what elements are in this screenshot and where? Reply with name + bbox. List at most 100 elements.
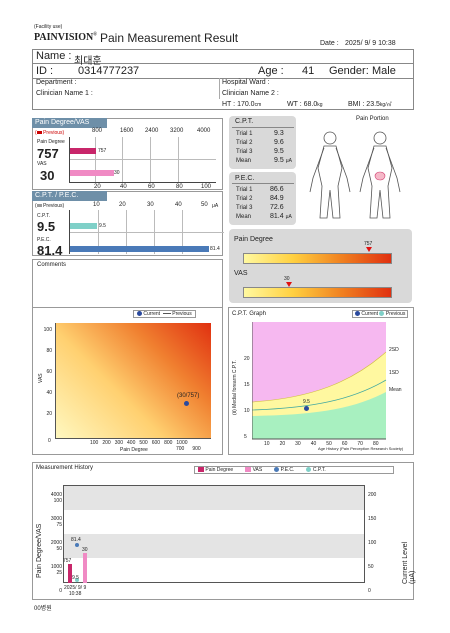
date-label: Date : — [320, 40, 339, 47]
date-value: 2025/ 9/ 9 10:38 — [345, 40, 396, 47]
tick: 100 — [201, 184, 212, 190]
cpt-pec-plot — [69, 210, 224, 254]
pd-scale-bar — [243, 253, 392, 264]
history-date: 2025/ 9/ 9 10:38 — [64, 585, 87, 597]
clinician2-label: Clinician Name 2 : — [222, 90, 279, 97]
history-pd-bar — [68, 564, 72, 583]
cpt-pec-title: C.P.T. / P.E.C. — [32, 191, 107, 201]
tick: 0 — [48, 438, 51, 444]
history-left-axis-label: Pain Degree/VAS — [36, 523, 43, 578]
weight: WT : 68.0kg — [287, 101, 323, 108]
tick: 3200 — [170, 128, 184, 134]
pd-value: 757 — [37, 146, 59, 161]
tick: 80 — [176, 184, 183, 190]
history-plot-area — [63, 485, 365, 583]
patient-id: 0314777237 — [78, 65, 140, 77]
pd-scale-marker-label: 757 — [364, 241, 373, 247]
cpt-current-point — [304, 406, 309, 411]
vas-label: VAS — [37, 161, 47, 167]
pec-trial-values: 86.6 84.9 72.6 81.4 μA — [270, 186, 292, 220]
vas-value: 30 — [40, 168, 55, 183]
pec-value: 81.4 — [37, 243, 63, 258]
footer-code: 00병원 — [34, 606, 52, 612]
patient-gender: Male — [372, 65, 396, 77]
pd-label: Pain Degree — [37, 139, 65, 145]
cpt-source-note: Age History (Pain Perception Research So… — [318, 446, 404, 451]
pain-portion-label: Pain Portion — [356, 116, 389, 122]
name-label: Name : — [36, 50, 72, 62]
previous-legend: ( Previous) — [35, 203, 64, 209]
cpt-y-label: (Ⅱ) Medial forearm C.P.T. — [232, 360, 238, 415]
cpt-graph-legend: Current Previous — [352, 310, 409, 318]
history-title: Measurement History — [36, 465, 94, 471]
ward-label: Hospital Ward : — [222, 79, 270, 86]
comments-label: Comments — [37, 262, 67, 268]
department-label: Department : — [36, 79, 77, 86]
pd-vas-panel — [32, 118, 223, 190]
cpt-label: C.P.T. — [37, 213, 50, 219]
cpt-bar — [70, 223, 97, 229]
history-pec-label: 81.4 — [71, 537, 81, 543]
pd-scale-label: Pain Degree — [234, 236, 273, 243]
cpt-point-label: 9.5 — [303, 399, 310, 405]
scatter-point-label: (30/757) — [177, 393, 200, 399]
scatter-x-label: Pain Degree — [120, 447, 148, 453]
tick: 1600 — [120, 128, 134, 134]
band-label-2sd: 2SD — [389, 347, 399, 353]
tick: 50 — [201, 202, 208, 208]
history-left-ticks-inner: 100 75 50 25 — [53, 498, 62, 576]
cpt-y-ticks: 20 15 10 5 — [244, 356, 250, 440]
height: HT : 170.0cm — [222, 101, 262, 108]
pd-bar — [70, 148, 96, 154]
pd-scale-marker — [366, 247, 372, 252]
tick: 60 — [148, 184, 155, 190]
cpt-box-title: C.P.T. — [235, 118, 254, 125]
history-pec-point — [75, 543, 79, 547]
pec-label: P.E.C. — [37, 237, 51, 243]
scatter-plot-area — [55, 323, 211, 439]
tick: 40 — [175, 202, 182, 208]
tick: 10 — [93, 202, 100, 208]
scatter-current-point — [184, 401, 189, 406]
cpt-graph-plot — [252, 322, 387, 440]
cpt-bar-label: 9.5 — [99, 223, 106, 229]
tick: 30 — [147, 202, 154, 208]
pd-vas-title: Pain Degree/VAS — [32, 118, 107, 128]
bmi: BMI : 23.5kg/㎡ — [348, 101, 392, 108]
scatter-legend: Current Previous — [133, 310, 196, 318]
pec-trial-box — [229, 172, 296, 225]
history-left-ticks-outer: 4000 3000 2000 1000 0 — [50, 492, 62, 594]
gender-label: Gender: — [329, 65, 369, 77]
cpt-value: 9.5 — [37, 219, 56, 234]
pec-box-title: P.E.C. — [235, 175, 255, 182]
vas-scale-marker — [285, 282, 292, 287]
history-right-ticks: 200 150 100 50 0 — [368, 492, 377, 594]
cpt-graph-title: C.P.T. Graph — [232, 311, 266, 317]
comments-box — [32, 259, 223, 312]
history-pd-label: 757 — [63, 558, 72, 564]
id-label: ID : — [36, 65, 54, 77]
facility-use-label: (Facility use) — [34, 24, 63, 30]
history-cpt-point — [75, 578, 79, 582]
age-label: Age : — [258, 65, 284, 77]
history-vas-bar — [83, 553, 87, 583]
cpt-trial-labels: Trial 1 Trial 2 Trial 3 Mean — [236, 131, 253, 164]
pec-trial-labels: Trial 1 Trial 2 Trial 3 Mean — [236, 187, 253, 220]
page-title: Pain Measurement Result — [100, 31, 239, 45]
band-label-mean: Mean — [389, 387, 402, 393]
tick: 20 — [119, 202, 126, 208]
cpt-trial-values: 9.3 9.6 9.5 9.5 μA — [274, 130, 292, 164]
pec-bar-label: 81.4 — [210, 246, 220, 252]
tick: 2400 — [145, 128, 159, 134]
tick: 4000 — [197, 128, 211, 134]
history-vas-label: 30 — [82, 547, 88, 553]
tick: 800 — [92, 128, 103, 134]
cpt-trial-box — [229, 116, 296, 169]
pd-bar-label: 757 — [98, 148, 107, 154]
history-legend: Pain Degree VAS P.E.C. C.P.T. — [194, 466, 394, 474]
pd-vas-plot — [69, 137, 216, 183]
pain-spot-marker — [374, 171, 386, 181]
scatter-y-ticks: 100 80 60 40 20 — [43, 327, 52, 417]
painvision-logo: PAINVISION® — [34, 32, 98, 43]
vas-bar-label: 30 — [114, 170, 120, 176]
